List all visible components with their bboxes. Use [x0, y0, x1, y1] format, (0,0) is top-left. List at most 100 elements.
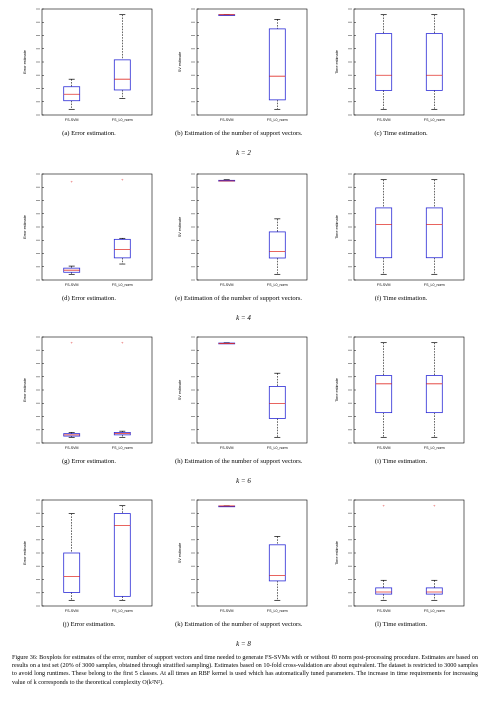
axes-frame [41, 499, 153, 607]
axes-frame [41, 336, 153, 444]
outlier-point: + [121, 177, 124, 182]
box-body [268, 386, 286, 419]
boxplot-chart: SV estimate FS-SVM FS_L0_norm [173, 333, 315, 453]
axes-frame [196, 173, 308, 281]
x-tick-label: FS-SVM [220, 609, 234, 613]
y-axis-label: Time estimate [335, 541, 339, 565]
outlier-point: + [70, 340, 73, 345]
x-tick-label: FS-SVM [377, 446, 391, 450]
x-tick-label: FS_L0_norm [267, 118, 288, 122]
boxplot-svg: Time estimate FS-SVM FS_L0_norm [335, 8, 465, 122]
box-1 [375, 179, 393, 275]
outlier-point: + [70, 179, 73, 184]
box-1 [375, 14, 393, 110]
box-1: + [375, 503, 393, 601]
x-tick-label: FS_L0_norm [112, 609, 133, 613]
x-tick-label: FS_L0_norm [267, 283, 288, 287]
box-body [425, 587, 443, 595]
y-axis-label: Time estimate [335, 378, 339, 402]
subfigure-caption: (g) Error estimation. [61, 458, 116, 465]
boxplot-svg: SV estimate FS-SVM FS_L0_norm [178, 173, 308, 287]
boxplot-chart: Error estimate + FS-SVM + FS_L0_norm [18, 170, 160, 290]
boxplot-svg: SV estimate FS-SVM FS_L0_norm [178, 336, 308, 450]
box-2 [425, 179, 443, 275]
subfigure-caption: (e) Estimation of the number of support … [175, 295, 303, 302]
box-body [63, 552, 81, 593]
axes-frame [41, 8, 153, 116]
box-2 [113, 14, 131, 99]
x-tick-label: FS-SVM [377, 283, 391, 287]
x-tick-label: FS-SVM [220, 446, 234, 450]
boxplot-svg: Error estimate FS-SVM FS_L0_norm [23, 8, 153, 122]
x-tick-label: FS-SVM [65, 118, 79, 122]
box-body [375, 33, 393, 91]
subfigure-caption: (c) Time estimation. [374, 130, 428, 137]
boxplot-svg: Error estimate + FS-SVM + FS_L0_norm [23, 173, 153, 287]
axes-frame [196, 8, 308, 116]
axes-frame [353, 8, 465, 116]
box-1: + [63, 340, 81, 438]
box-2 [268, 536, 286, 601]
boxplot-chart: Time estimate FS-SVM FS_L0_norm [330, 5, 472, 125]
x-tick-label: FS_L0_norm [424, 118, 445, 122]
box-2 [425, 342, 443, 438]
boxplot-chart: Error estimate FS-SVM FS_L0_norm [18, 496, 160, 616]
x-tick-label: FS-SVM [220, 118, 234, 122]
boxplot-svg: Error estimate + FS-SVM + FS_L0_norm [23, 336, 153, 450]
x-tick-label: FS-SVM [377, 118, 391, 122]
box-body [375, 375, 393, 414]
axes-frame [353, 173, 465, 281]
axes-frame [196, 336, 308, 444]
x-tick-label: FS-SVM [65, 609, 79, 613]
axes-frame [196, 499, 308, 607]
box-body [113, 59, 131, 91]
y-axis-label: SV estimate [178, 543, 182, 563]
box-body [375, 207, 393, 259]
box-1 [63, 513, 81, 601]
box-body [268, 231, 286, 259]
x-tick-label: FS_L0_norm [424, 283, 445, 287]
axes-frame [41, 173, 153, 281]
x-tick-label: FS-SVM [65, 446, 79, 450]
axes-frame [353, 499, 465, 607]
box-body [425, 33, 443, 91]
x-tick-label: FS-SVM [377, 609, 391, 613]
box-body [268, 28, 286, 101]
box-1 [218, 342, 236, 345]
box-body [268, 544, 286, 582]
subfigure-caption: (a) Error estimation. [62, 130, 116, 137]
x-tick-label: FS_L0_norm [112, 283, 133, 287]
box-1: + [63, 179, 81, 275]
box-2 [268, 372, 286, 438]
boxplot-chart: SV estimate FS-SVM FS_L0_norm [173, 170, 315, 290]
box-1 [218, 14, 236, 16]
y-axis-label: Error estimate [23, 215, 27, 239]
box-body [113, 513, 131, 597]
box-2: + [113, 340, 131, 438]
box-body [425, 207, 443, 259]
outlier-point: + [382, 503, 385, 508]
box-1 [218, 505, 236, 508]
boxplot-svg: SV estimate FS-SVM FS_L0_norm [178, 8, 308, 122]
boxplot-chart: Time estimate + FS-SVM + FS_L0_norm [330, 496, 472, 616]
k-value-label: k = 2 [236, 149, 251, 157]
box-2 [113, 505, 131, 601]
x-tick-label: FS_L0_norm [267, 609, 288, 613]
boxplot-chart: SV estimate FS-SVM FS_L0_norm [173, 5, 315, 125]
box-2 [425, 14, 443, 110]
box-1 [218, 179, 236, 182]
boxplot-svg: Time estimate FS-SVM FS_L0_norm [335, 336, 465, 450]
boxplot-svg: SV estimate FS-SVM FS_L0_norm [178, 499, 308, 613]
x-tick-label: FS_L0_norm [112, 118, 133, 122]
box-2: + [425, 503, 443, 601]
box-2: + [113, 177, 131, 265]
box-1 [63, 78, 81, 110]
y-axis-label: Time estimate [335, 215, 339, 239]
box-2 [268, 19, 286, 110]
boxplot-svg: Time estimate + FS-SVM + FS_L0_norm [335, 499, 465, 613]
boxplot-chart: SV estimate FS-SVM FS_L0_norm [173, 496, 315, 616]
subfigure-caption: (i) Time estimation. [374, 458, 428, 465]
outlier-point: + [433, 503, 436, 508]
y-axis-label: SV estimate [178, 52, 182, 72]
